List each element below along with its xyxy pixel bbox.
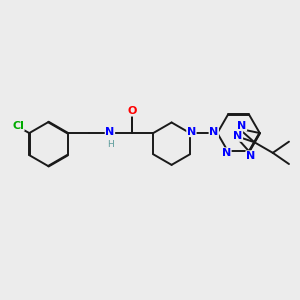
Text: N: N	[209, 128, 218, 137]
Text: N: N	[237, 121, 247, 131]
Text: H: H	[107, 140, 114, 149]
Text: N: N	[105, 128, 115, 137]
Text: N: N	[222, 148, 231, 158]
Text: N: N	[233, 131, 242, 141]
Text: O: O	[127, 106, 137, 116]
Text: N: N	[246, 151, 255, 161]
Text: N: N	[187, 127, 196, 136]
Text: Cl: Cl	[12, 121, 24, 131]
